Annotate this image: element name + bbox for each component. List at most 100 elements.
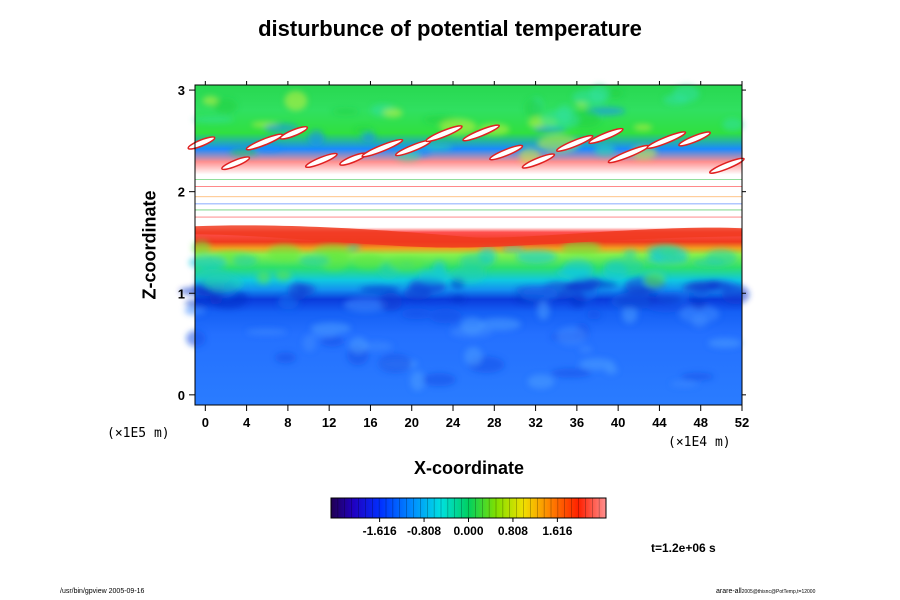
x-tick-label: 0	[202, 415, 209, 430]
texture-blob	[232, 254, 258, 267]
texture-blob	[275, 352, 297, 364]
texture-blob	[646, 295, 682, 304]
texture-blob	[246, 328, 287, 336]
x-tick-label: 4	[243, 415, 251, 430]
x-tick-label: 16	[363, 415, 377, 430]
texture-blob	[401, 308, 432, 320]
heatmap-field	[179, 84, 750, 405]
colorbar-ticks: -1.616 -0.808 0.000 0.808 1.616	[363, 518, 573, 538]
wave-crest	[489, 144, 524, 161]
texture-blob	[192, 240, 211, 256]
texture-blob	[516, 249, 557, 264]
colorbar-tick-label: -1.616	[363, 524, 397, 538]
texture-blob	[608, 88, 623, 98]
texture-blob	[688, 280, 731, 291]
wave-crest	[708, 157, 745, 174]
x-tick-label: 40	[611, 415, 625, 430]
texture-blob	[502, 246, 525, 253]
texture-blob	[256, 271, 271, 284]
texture-blob	[561, 240, 601, 256]
texture-blob	[284, 90, 308, 111]
texture-blob	[524, 99, 542, 118]
texture-blob	[623, 249, 637, 259]
x-tick-label: 44	[652, 415, 667, 430]
colorbar-tick-label: 1.616	[542, 524, 572, 538]
texture-blob	[478, 317, 522, 331]
colorbar-segments	[337, 498, 600, 518]
wave-crest	[678, 131, 711, 147]
texture-blob	[311, 331, 337, 339]
chart-title: disturbunce of potential temperature	[258, 16, 642, 41]
texture-blob	[621, 287, 658, 296]
texture-blob	[382, 108, 403, 118]
texture-blob	[275, 270, 292, 282]
heatmap-texture	[179, 84, 750, 391]
texture-blob	[256, 145, 282, 152]
footer-right-main: arare-all	[716, 588, 742, 595]
texture-blob	[460, 317, 484, 334]
texture-blob	[459, 253, 494, 270]
texture-blob	[451, 265, 486, 283]
colorbar-tick-label: -0.808	[407, 524, 441, 538]
texture-blob	[645, 254, 689, 266]
texture-blob	[361, 131, 376, 143]
texture-blob	[354, 127, 373, 134]
time-label: t=1.2e+06 s	[651, 541, 716, 555]
texture-blob	[589, 84, 610, 104]
x-axis-label: X-coordinate	[413, 458, 524, 478]
heatmap-saturated-bands	[187, 124, 745, 248]
y-axis-label: Z-coordinate	[139, 190, 160, 300]
wave-crest	[361, 138, 404, 158]
texture-blob	[594, 144, 616, 157]
texture-blob	[464, 346, 483, 366]
texture-blob	[319, 251, 350, 271]
texture-blob	[196, 289, 227, 298]
footer-right-small: 2005@thisnc@PotTemp,t=12000	[741, 589, 816, 595]
texture-blob	[359, 285, 400, 294]
x-tick-label: 52	[735, 415, 749, 430]
wave-crest	[304, 152, 338, 169]
saturated-layer	[195, 176, 742, 225]
texture-blob	[379, 292, 403, 311]
texture-blob	[643, 272, 666, 288]
texture-blob	[343, 297, 388, 313]
y-tick-label: 2	[178, 185, 185, 200]
texture-blob	[563, 284, 595, 293]
y-tick-label: 3	[178, 83, 185, 98]
footer-left: /usr/bin/gpview 2005-09-16	[60, 588, 145, 595]
x-axis-ticks: 0 4 8 12 16 20 24 28 32 36 40 44 48 52	[202, 81, 749, 430]
x-axis-unit: (×1E4 m)	[668, 435, 731, 450]
texture-blob	[520, 285, 559, 303]
texture-blob	[604, 257, 645, 274]
texture-blob	[213, 98, 238, 115]
texture-blob	[352, 254, 384, 270]
texture-blob	[451, 295, 465, 303]
x-tick-label: 48	[693, 415, 707, 430]
y-axis-ticks: 0 1 2 3	[178, 83, 746, 403]
texture-blob	[320, 335, 344, 347]
texture-blob	[579, 358, 615, 371]
texture-blob	[410, 370, 425, 391]
texture-blob	[633, 123, 653, 131]
texture-blob	[692, 258, 725, 268]
colorbar-tick-label: 0.000	[453, 524, 483, 538]
x-tick-label: 24	[446, 415, 461, 430]
texture-blob	[332, 108, 359, 115]
x-tick-label: 8	[284, 415, 291, 430]
texture-blob	[708, 338, 742, 349]
texture-blob	[429, 308, 462, 324]
y-axis-unit: (×1E5 m)	[107, 426, 170, 441]
plot-frame	[194, 84, 743, 406]
x-tick-label: 20	[405, 415, 419, 430]
texture-blob	[302, 334, 317, 352]
texture-blob	[679, 304, 720, 324]
texture-blob	[287, 282, 308, 301]
warm-layer	[195, 225, 742, 248]
texture-blob	[579, 345, 593, 354]
texture-blob	[540, 110, 580, 130]
texture-blob	[432, 260, 447, 275]
texture-blob	[378, 353, 412, 373]
texture-blob	[537, 301, 550, 320]
wave-crest	[221, 156, 251, 171]
